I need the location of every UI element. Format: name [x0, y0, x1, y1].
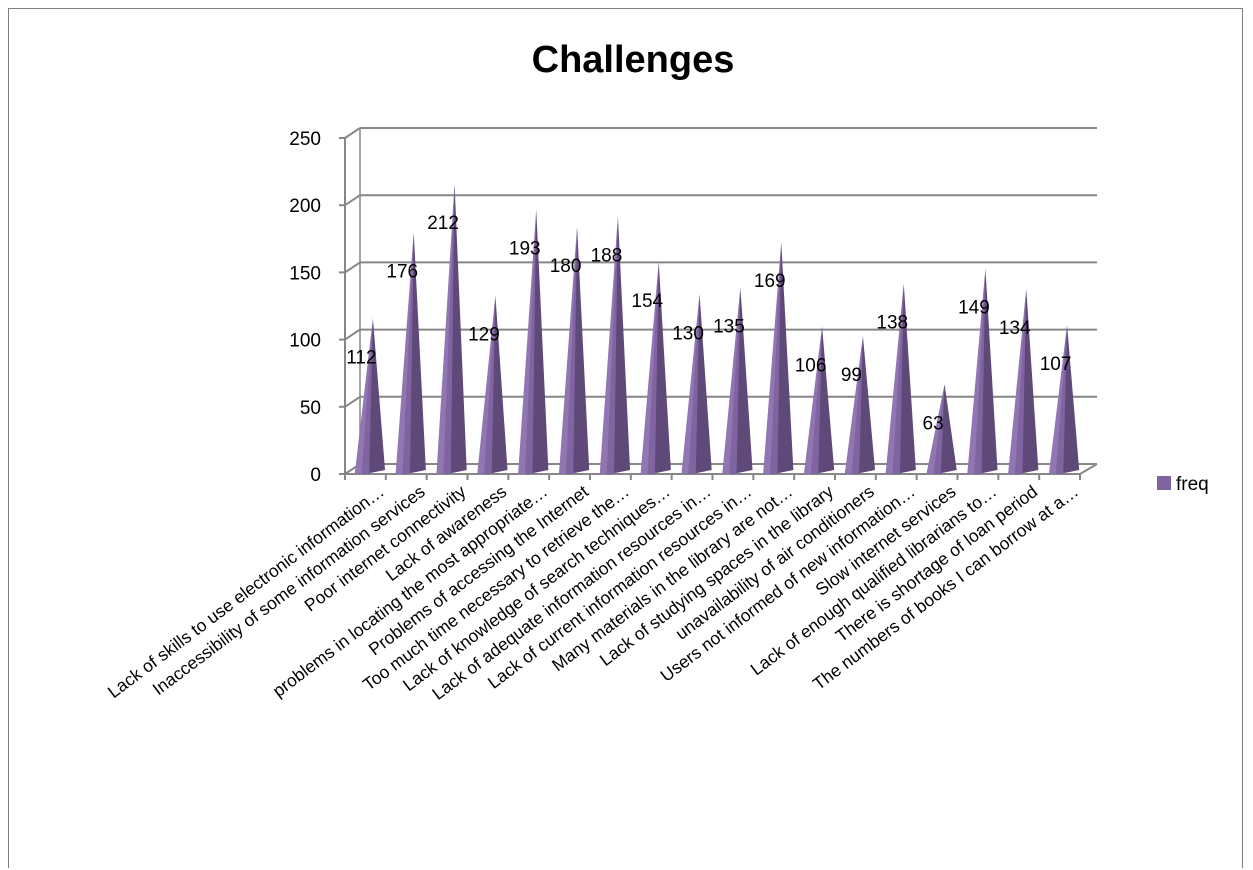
- data-label: 193: [509, 239, 541, 260]
- bar: [395, 232, 426, 474]
- gridline-side: [344, 261, 361, 274]
- y-tick-label: 100: [289, 331, 321, 352]
- gridline-side: [344, 127, 361, 139]
- y-tick-label: 50: [300, 398, 321, 419]
- data-label: 99: [841, 365, 862, 386]
- category-labels: Lack of skills to use electronic informa…: [104, 481, 1082, 704]
- legend-swatch: [1157, 476, 1171, 490]
- legend: freq: [1157, 474, 1209, 495]
- data-label: 154: [631, 291, 663, 312]
- data-label: 106: [795, 356, 827, 377]
- y-tick-label: 250: [289, 129, 321, 150]
- floor-right-edge: [1079, 463, 1098, 475]
- data-label: 63: [923, 413, 944, 434]
- data-label: 134: [999, 318, 1031, 339]
- data-label: 135: [713, 317, 745, 338]
- bar: [1048, 325, 1080, 474]
- gridline-side: [344, 194, 361, 207]
- data-label: 188: [591, 245, 623, 266]
- data-label: 169: [754, 271, 786, 292]
- data-labels: 112 176 212 129 193 180 188 154 130 135 169 106 99 13…: [346, 213, 1071, 434]
- data-label: 149: [958, 298, 990, 319]
- bar: [844, 335, 876, 474]
- bar: [518, 209, 549, 474]
- y-axis-ticks: 0 50 100 150 200 250: [289, 129, 345, 486]
- chart-title: Challenges: [532, 39, 735, 81]
- data-label: 107: [1040, 354, 1072, 375]
- bar: [967, 268, 998, 474]
- data-label: 176: [386, 261, 418, 282]
- y-tick-label: 200: [289, 196, 321, 217]
- bar: [436, 184, 467, 474]
- axes: [344, 128, 1098, 480]
- bar: [885, 283, 916, 474]
- bar: [640, 262, 671, 474]
- bar: [722, 287, 753, 474]
- bar: [599, 216, 631, 474]
- data-label: 138: [876, 313, 908, 334]
- legend-label: freq: [1176, 474, 1209, 495]
- bar: [681, 294, 712, 474]
- data-label: 129: [468, 325, 500, 346]
- bar: [926, 384, 957, 474]
- category-label: Lack of skills to use electronic informa…: [104, 481, 388, 702]
- bar: [803, 326, 835, 474]
- gridline-side: [344, 395, 361, 408]
- y-tick-label: 0: [310, 465, 321, 486]
- data-label: 112: [346, 347, 376, 368]
- data-label: 212: [427, 213, 459, 234]
- bar: [354, 318, 386, 474]
- gridline-side: [344, 328, 361, 341]
- bar: [558, 227, 590, 474]
- bars: [354, 184, 1080, 474]
- y-tick-label: 150: [289, 263, 321, 284]
- bar: [1008, 288, 1039, 474]
- data-label: 180: [550, 256, 582, 277]
- data-label: 130: [672, 323, 704, 344]
- bar: [763, 241, 794, 474]
- bar: [477, 295, 508, 474]
